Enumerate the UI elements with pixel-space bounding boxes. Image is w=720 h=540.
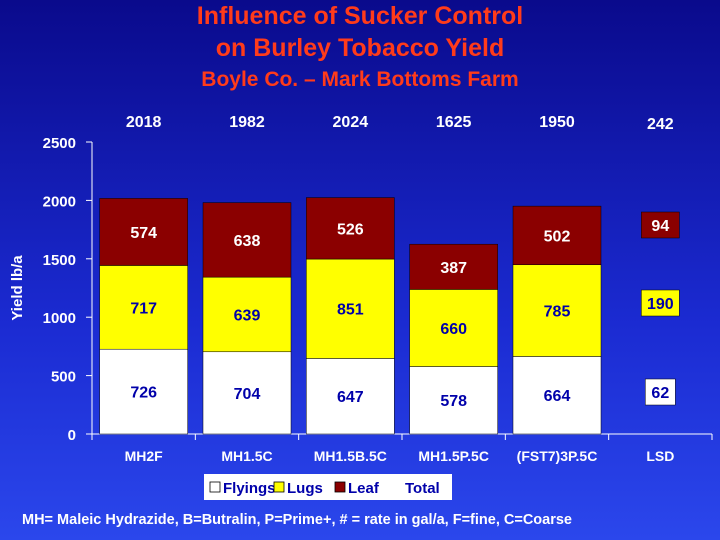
lsd-box-leaf	[641, 211, 680, 239]
bar-leaf-MH1.5B.5C	[306, 197, 395, 260]
data-label-flyings: 704	[234, 386, 261, 403]
data-label-leaf: 502	[544, 228, 571, 245]
total-label: 1982	[229, 114, 265, 131]
y-tick-label: 2000	[43, 193, 76, 210]
chart-title-line-2: on Burley Tobacco Yield	[215, 34, 505, 62]
bar-lugs-MH1.5B.5C	[306, 258, 395, 359]
lsd-box-flyings	[645, 378, 676, 406]
total-label: 2018	[126, 114, 162, 131]
chart-title-line-1: Influence of Sucker Control	[196, 2, 524, 30]
lsd-box-lugs	[641, 289, 680, 317]
data-label-lugs: 717	[130, 300, 157, 317]
data-label-flyings: 664	[544, 388, 571, 405]
legend-box	[204, 474, 452, 500]
data-label-lugs: 785	[544, 304, 571, 321]
bar-leaf-MH1.5C	[202, 202, 292, 278]
bar-lugs-(FST7)3P.5C	[512, 264, 602, 357]
bar-flyings-MH1.5P.5C	[409, 366, 498, 435]
bar-leaf-MH1.5P.5C	[409, 243, 498, 290]
lsd-value-lugs: 190	[647, 296, 674, 313]
bar-flyings-MH1.5C	[202, 351, 292, 435]
legend-lugs-swatch	[273, 481, 285, 493]
bar-leaf-(FST7)3P.5C	[512, 205, 602, 266]
footnote: MH= Maleic Hydrazide, B=Butralin, P=Prim…	[22, 512, 572, 528]
bar-lugs-MH1.5P.5C	[409, 289, 498, 367]
y-tick-label: 1500	[43, 252, 76, 269]
lsd-total-label: 242	[647, 116, 674, 133]
lsd-value-leaf: 94	[651, 218, 669, 235]
data-label-flyings: 647	[337, 389, 364, 406]
x-tick-label: MH2F	[125, 448, 164, 464]
data-label-flyings: 578	[440, 393, 467, 410]
bar-flyings-MH1.5B.5C	[306, 358, 395, 435]
bar-lugs-MH1.5C	[202, 276, 292, 353]
x-tick-label: MH1.5P.5C	[418, 448, 489, 464]
data-label-leaf: 526	[337, 221, 364, 238]
x-tick-label-lsd: LSD	[646, 448, 674, 464]
data-label-flyings: 726	[130, 385, 157, 402]
bar-flyings-MH2F	[99, 348, 188, 435]
data-label-leaf: 387	[440, 260, 467, 277]
legend-lugs-label: Lugs	[287, 480, 323, 497]
legend-flyings-swatch	[209, 481, 221, 493]
bar-flyings-(FST7)3P.5C	[512, 356, 602, 435]
data-label-leaf: 638	[234, 233, 261, 250]
data-label-lugs: 639	[234, 307, 261, 324]
x-tick-label: (FST7)3P.5C	[517, 448, 598, 464]
lsd-value-flyings: 62	[651, 385, 669, 402]
y-tick-label: 0	[68, 427, 76, 444]
bar-lugs-MH2F	[99, 265, 188, 350]
y-axis-label: Yield lb/a	[9, 255, 26, 321]
data-label-lugs: 660	[440, 321, 467, 338]
bar-leaf-MH2F	[99, 198, 188, 266]
y-tick-label: 1000	[43, 310, 76, 327]
legend-total-label: Total	[405, 480, 440, 497]
data-label-leaf: 574	[130, 225, 157, 242]
legend-leaf-label: Leaf	[348, 480, 380, 497]
legend-leaf-swatch	[334, 481, 346, 493]
total-label: 2024	[333, 114, 369, 131]
y-tick-label: 500	[51, 369, 76, 386]
y-tick-label: 2500	[43, 135, 76, 152]
total-label: 1625	[436, 114, 472, 131]
total-label: 1950	[539, 114, 575, 131]
data-label-lugs: 851	[337, 302, 364, 319]
x-tick-label: MH1.5B.5C	[314, 448, 387, 464]
chart-subtitle: Boyle Co. – Mark Bottoms Farm	[201, 68, 519, 91]
legend-flyings-label: Flyings	[223, 480, 276, 497]
x-tick-label: MH1.5C	[221, 448, 272, 464]
